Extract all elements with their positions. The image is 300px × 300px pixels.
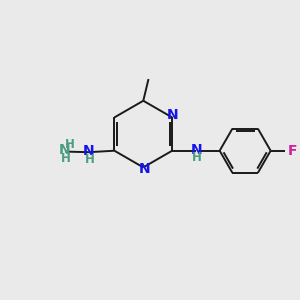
Text: N: N [59,143,70,158]
Text: N: N [166,108,178,122]
Text: N: N [191,142,203,157]
Text: N: N [83,144,95,158]
Text: N: N [139,162,151,176]
Text: H: H [192,152,202,164]
Text: H: H [65,138,75,151]
Text: H: H [85,153,94,166]
Text: H: H [61,152,71,165]
Text: F: F [287,144,297,158]
